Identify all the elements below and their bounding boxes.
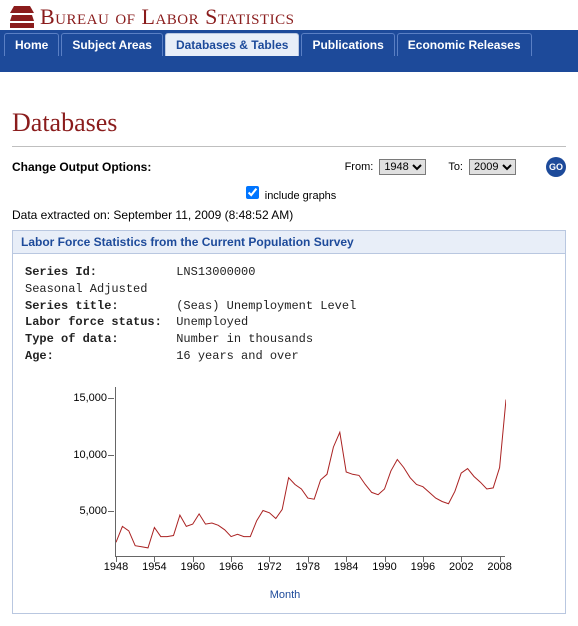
chart-xtick-label: 1990 <box>372 561 396 573</box>
nav-tab-publications[interactable]: Publications <box>301 33 394 56</box>
series-metadata: Series Id: LNS13000000 Seasonal Adjusted… <box>25 264 553 365</box>
chart-xtick-label: 1996 <box>411 561 435 573</box>
chart-ytick-label: 15,000 <box>47 392 107 404</box>
nav-tab-economic-releases[interactable]: Economic Releases <box>397 33 532 56</box>
unemployment-chart: 5,000 10,000 15,000 1948 1954 1960 1966 1972 197… <box>45 377 525 597</box>
chart-ytick-label: 10,000 <box>47 449 107 461</box>
include-graphs-label: include graphs <box>265 190 337 202</box>
to-label: To: <box>448 161 463 173</box>
series-section-header: Labor Force Statistics from the Current … <box>12 230 566 254</box>
chart-xtick-label: 1960 <box>180 561 204 573</box>
to-year-select[interactable]: 2009 <box>469 159 516 175</box>
main-nav: HomeSubject AreasDatabases & TablesPubli… <box>0 30 578 56</box>
site-title: Bureau of Labor Statistics <box>40 4 295 30</box>
bls-logo-icon <box>10 6 34 28</box>
nav-bar-strip <box>0 56 578 72</box>
nav-tab-databases-tables[interactable]: Databases & Tables <box>165 33 300 56</box>
chart-xtick-label: 1954 <box>142 561 166 573</box>
extracted-timestamp: Data extracted on: September 11, 2009 (8… <box>12 208 566 222</box>
chart-xtick-label: 1984 <box>334 561 358 573</box>
chart-ytick-label: 5,000 <box>47 505 107 517</box>
chart-xaxis-title: Month <box>45 589 525 601</box>
chart-xtick-label: 2008 <box>487 561 511 573</box>
chart-ytick <box>108 511 114 512</box>
go-button[interactable]: GO <box>546 157 566 177</box>
chart-xtick-label: 1948 <box>104 561 128 573</box>
chart-xtick-label: 2002 <box>449 561 473 573</box>
options-label: Change Output Options: <box>12 160 151 174</box>
site-header: Bureau of Labor Statistics <box>0 0 578 30</box>
chart-xtick-label: 1978 <box>296 561 320 573</box>
chart-xtick-label: 1966 <box>219 561 243 573</box>
nav-tab-home[interactable]: Home <box>4 33 59 56</box>
chart-line <box>116 387 506 557</box>
series-box: Series Id: LNS13000000 Seasonal Adjusted… <box>12 254 566 614</box>
output-options-row: Change Output Options: From: 1948 To: 20… <box>12 157 566 177</box>
page-title: Databases <box>12 108 566 138</box>
include-graphs-row: include graphs <box>12 183 566 202</box>
from-label: From: <box>345 161 374 173</box>
chart-ytick <box>108 398 114 399</box>
page-content: Databases Change Output Options: From: 1… <box>0 72 578 626</box>
nav-tab-subject-areas[interactable]: Subject Areas <box>61 33 163 56</box>
chart-plot-area: 5,00010,00015,00019481954196019661972197… <box>115 387 505 557</box>
chart-xtick-label: 1972 <box>257 561 281 573</box>
from-year-select[interactable]: 1948 <box>379 159 426 175</box>
include-graphs-checkbox[interactable] <box>246 186 259 199</box>
divider <box>12 146 566 147</box>
chart-ytick <box>108 455 114 456</box>
